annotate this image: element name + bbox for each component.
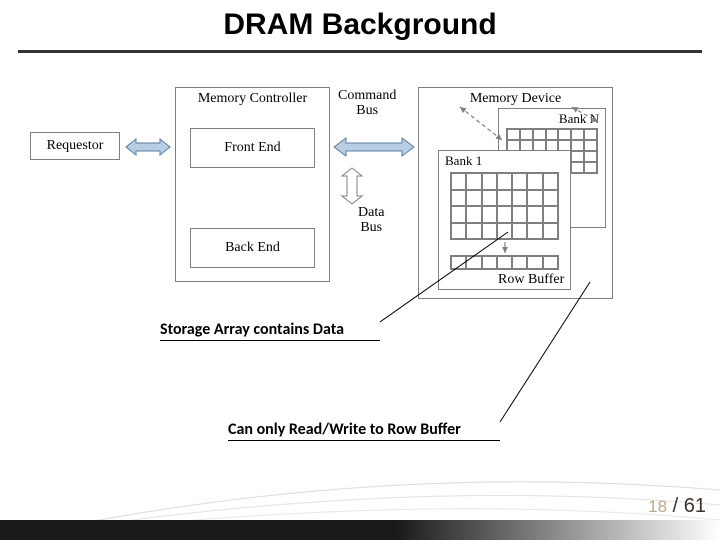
arrow-requestor-controller (126, 139, 170, 155)
bank-n-label: Bank N (559, 111, 599, 127)
requestor-label: Requestor (47, 138, 104, 154)
bank-1-grid (450, 172, 559, 240)
front-end-label: Front End (224, 140, 280, 156)
leader-rowbuffer (500, 282, 590, 422)
row-buffer-label: Row Buffer (498, 272, 564, 288)
data-bus-label: Data Bus (358, 205, 384, 236)
back-end-box: Back End (190, 228, 315, 268)
memory-controller-label: Memory Controller (176, 88, 329, 107)
slide-title: DRAM Background (0, 8, 720, 42)
row-buffer-grid (450, 255, 559, 270)
memory-device-label: Memory Device (419, 88, 612, 107)
command-bus-label: Command Bus (338, 88, 396, 119)
footer-gradient (0, 520, 720, 540)
front-end-box: Front End (190, 128, 315, 168)
storage-annotation-underline (160, 340, 380, 341)
storage-annotation: Storage Array contains Data (160, 320, 344, 339)
back-end-label: Back End (225, 240, 280, 256)
arrow-data-bus (342, 168, 362, 204)
rowbuffer-annotation: Can only Read/Write to Row Buffer (228, 420, 461, 439)
arrow-controller-device (334, 138, 414, 156)
rowbuffer-annotation-underline (228, 440, 500, 441)
page-number: 18 / 61 (648, 495, 706, 518)
title-underline (18, 50, 702, 53)
bank-1-label: Bank 1 (445, 153, 482, 169)
requestor-box: Requestor (30, 132, 120, 160)
